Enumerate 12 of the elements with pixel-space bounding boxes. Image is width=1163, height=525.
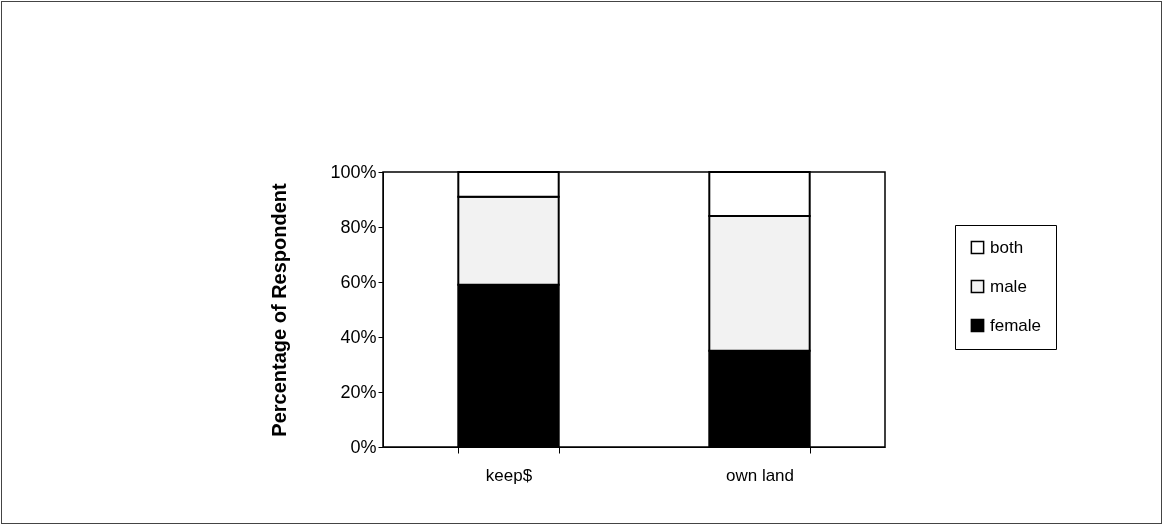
legend-label: both	[990, 237, 1024, 257]
y-tick-label: 0%	[350, 436, 377, 457]
y-tick-label: 100%	[330, 161, 377, 182]
y-tick-label: 40%	[340, 326, 377, 347]
x-tick-label: own land	[725, 465, 795, 485]
y-tick-label: 80%	[340, 216, 377, 237]
y-tick-label: 20%	[340, 381, 377, 402]
y-axis-title: Percentage of Respondent	[268, 182, 291, 437]
legend-label: male	[990, 276, 1027, 296]
x-tick-label: keep$	[485, 465, 533, 485]
legend-label: female	[990, 315, 1042, 335]
y-tick-label: 60%	[340, 271, 377, 292]
